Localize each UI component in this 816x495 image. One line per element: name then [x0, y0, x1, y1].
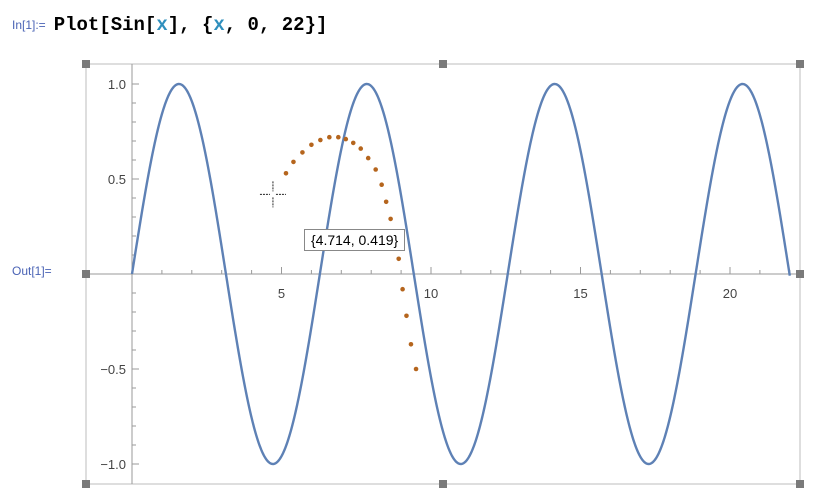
trail-dot — [358, 146, 364, 151]
dotted-trail — [283, 134, 419, 372]
trail-dot — [309, 142, 314, 148]
trail-dot — [343, 136, 349, 142]
trail-dot — [327, 134, 332, 140]
trail-dot — [404, 313, 409, 319]
x-tick-label: 20 — [723, 286, 737, 301]
resize-handle[interactable] — [82, 60, 90, 68]
code-text: , 0, 22}] — [224, 14, 328, 36]
resize-handle[interactable] — [796, 60, 804, 68]
sin-curve — [130, 82, 791, 466]
tick-labels: 5 10 15 20 −1.0 −0.5 0.5 1.0 — [100, 77, 737, 472]
trail-dot — [383, 199, 389, 205]
code-symbol: x — [156, 14, 168, 36]
resize-handle[interactable] — [439, 480, 447, 488]
trail-dot — [379, 182, 384, 187]
code-symbol: x — [213, 14, 225, 36]
y-tick-label: −1.0 — [100, 457, 126, 472]
x-tick-label: 15 — [573, 286, 587, 301]
output-label: Out[1]= — [12, 264, 52, 278]
resize-handle[interactable] — [796, 270, 804, 278]
code-text: Plot[ — [53, 14, 111, 36]
trail-dot — [283, 171, 289, 176]
trail-dot — [350, 140, 356, 146]
trail-dot — [413, 366, 419, 372]
trail-dot — [300, 150, 305, 155]
input-code[interactable]: Plot[Sin[x], {x, 0, 22}] — [54, 14, 328, 36]
trail-dot — [291, 159, 296, 165]
input-label: In[1]:= — [12, 18, 46, 32]
y-tick-label: 1.0 — [108, 77, 126, 92]
y-tick-label: −0.5 — [100, 362, 126, 377]
resize-handle[interactable] — [439, 60, 447, 68]
crosshair-cursor-icon — [259, 181, 286, 208]
code-text: Sin[ — [110, 14, 157, 36]
resize-handle[interactable] — [82, 270, 90, 278]
code-text: ], { — [167, 14, 214, 36]
resize-handle[interactable] — [796, 480, 804, 488]
y-tick-label: 0.5 — [108, 172, 126, 187]
resize-handles[interactable] — [82, 60, 804, 488]
trail-dot — [318, 137, 323, 143]
trail-dot — [365, 155, 371, 161]
axes — [86, 64, 800, 484]
trail-dot — [400, 286, 405, 292]
trail-dot — [408, 342, 414, 347]
trail-dot — [373, 167, 378, 172]
trail-dot — [396, 256, 402, 262]
x-tick-label: 10 — [424, 286, 438, 301]
trail-dot — [336, 134, 341, 140]
coordinate-tooltip: {4.714, 0.419} — [304, 229, 406, 251]
resize-handle[interactable] — [82, 480, 90, 488]
trail-dot — [388, 216, 393, 222]
x-tick-label: 5 — [278, 286, 285, 301]
input-cell[interactable]: In[1]:= Plot[Sin[x], {x, 0, 22}] — [12, 10, 327, 40]
